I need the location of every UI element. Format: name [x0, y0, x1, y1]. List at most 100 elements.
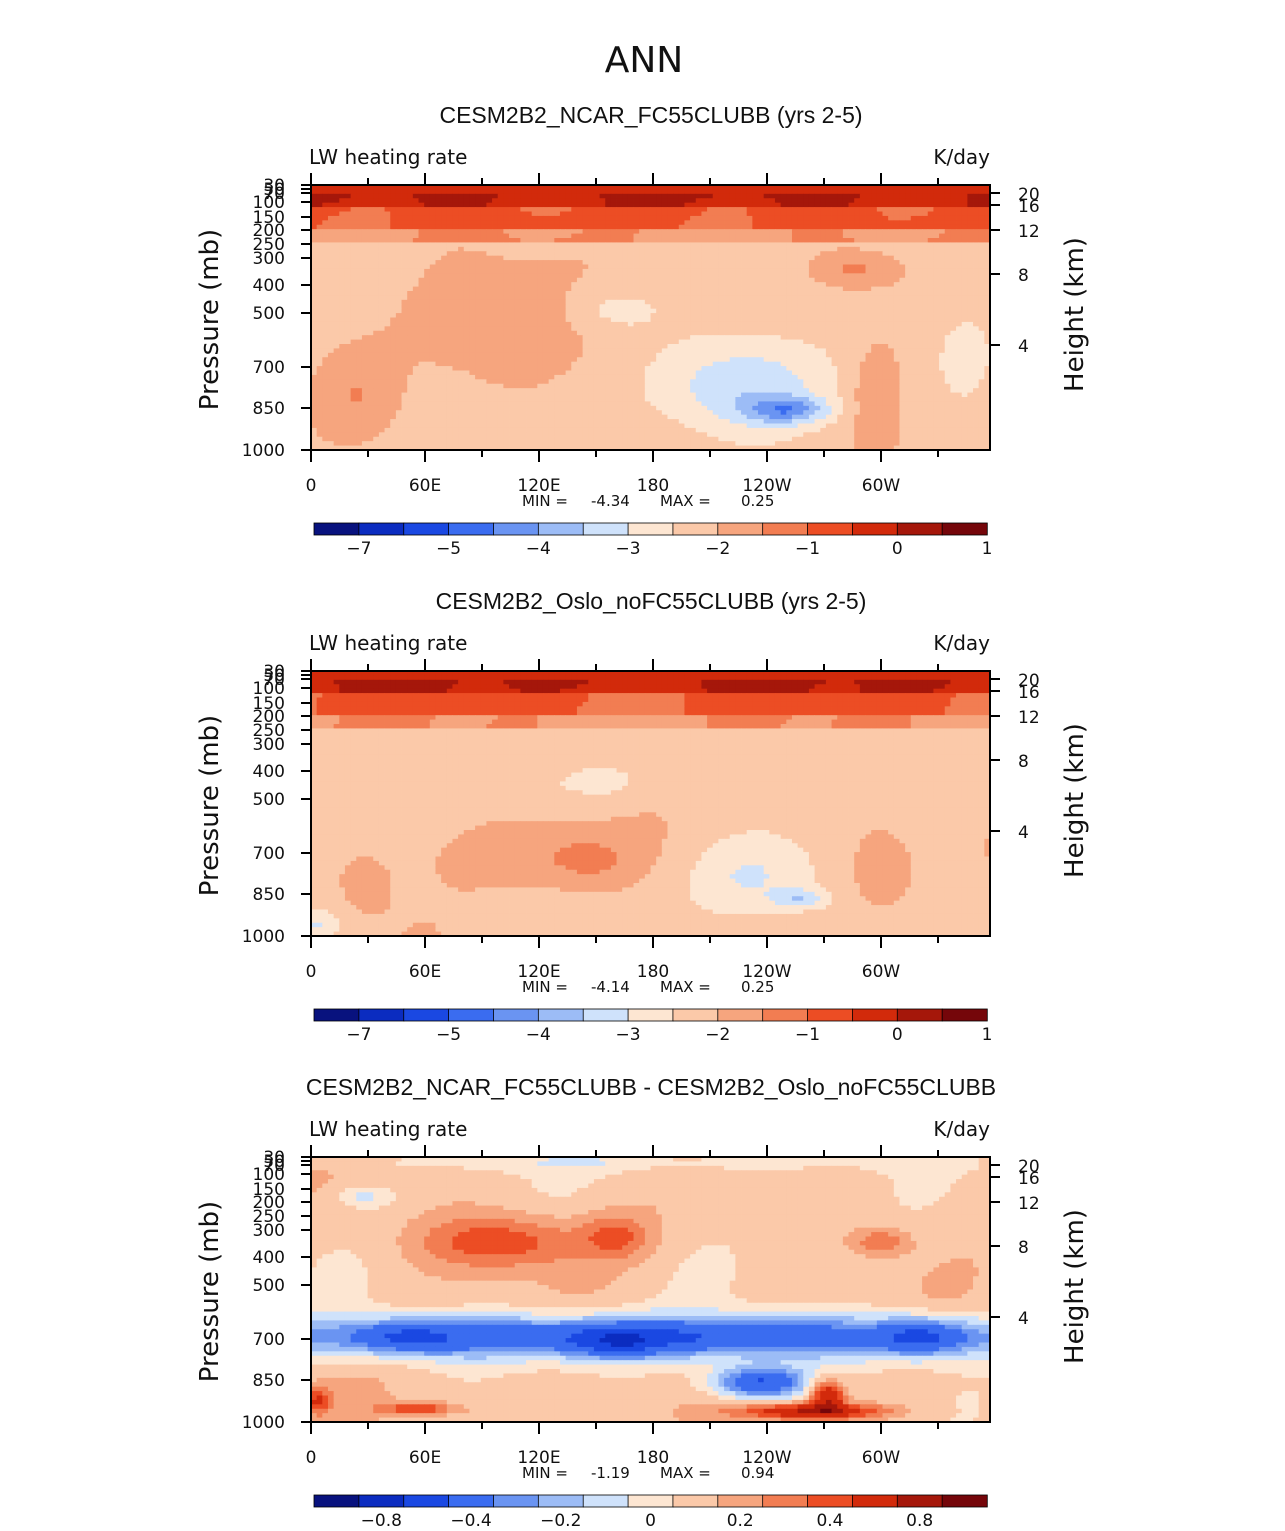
contour-cell	[367, 251, 374, 257]
contour-cell	[837, 207, 844, 212]
contour-cell	[311, 260, 318, 265]
contour-cell	[327, 211, 335, 217]
contour-cell	[593, 189, 600, 195]
contour-cell	[820, 229, 827, 234]
contour-cell	[576, 335, 583, 340]
contour-cell	[673, 185, 680, 190]
contour-cell	[786, 304, 793, 310]
contour-cell	[542, 207, 550, 212]
contour-cell	[622, 185, 629, 190]
contour-cell	[356, 264, 363, 270]
contour-cell	[741, 268, 748, 274]
contour-cell	[627, 335, 634, 340]
contour-cell	[905, 238, 912, 243]
contour-cell	[701, 255, 708, 261]
contour-cell	[746, 277, 753, 283]
contour-cell	[922, 189, 929, 195]
contour-cell	[497, 202, 504, 208]
contour-cell	[542, 326, 550, 332]
contour-cell	[593, 268, 600, 274]
contour-cell	[554, 286, 561, 292]
contour-cell	[627, 211, 634, 217]
contour-cell	[514, 361, 521, 367]
contour-cell	[412, 339, 419, 345]
contour-cell	[542, 295, 550, 301]
contour-cell	[311, 330, 318, 336]
contour-cell	[820, 224, 827, 230]
contour-cell	[905, 229, 912, 234]
contour-cell	[803, 246, 810, 252]
contour-cell	[724, 308, 731, 314]
contour-cell	[627, 321, 634, 327]
contour-cell	[973, 277, 980, 283]
contour-cell	[899, 260, 906, 265]
contour-cell	[910, 282, 917, 287]
contour-cell	[967, 348, 974, 354]
contour-cell	[593, 308, 600, 314]
contour-cell	[656, 352, 663, 358]
contour-cell	[718, 304, 725, 310]
contour-cell	[984, 330, 991, 336]
contour-cell	[339, 220, 346, 226]
contour-cell	[729, 339, 736, 345]
contour-cell	[978, 357, 985, 363]
contour-cell	[622, 286, 629, 292]
contour-cell	[435, 304, 442, 310]
contour-cell	[763, 202, 770, 208]
contour-cell	[707, 352, 714, 358]
contour-cell	[452, 255, 459, 261]
contour-cell	[701, 251, 708, 257]
contour-cell	[593, 313, 600, 318]
contour-cell	[407, 277, 414, 283]
contour-cell	[893, 251, 900, 257]
contour-cell	[859, 344, 866, 349]
contour-cell	[435, 357, 442, 363]
contour-cell	[548, 260, 555, 265]
contour-cell	[724, 207, 731, 212]
contour-cell	[910, 339, 917, 345]
contour-cell	[639, 277, 646, 283]
contour-cell	[559, 330, 567, 336]
contour-cell	[429, 286, 436, 292]
contour-cell	[780, 313, 787, 318]
contour-cell	[956, 220, 963, 226]
contour-cell	[582, 348, 589, 354]
contour-cell	[967, 277, 974, 283]
contour-cell	[401, 273, 408, 279]
contour-cell	[497, 268, 504, 274]
contour-cell	[412, 352, 419, 358]
contour-cell	[344, 211, 352, 217]
contour-cell	[469, 352, 476, 358]
contour-cell	[905, 268, 912, 274]
contour-cell	[339, 215, 346, 221]
contour-cell	[497, 348, 504, 354]
contour-cell	[503, 291, 510, 296]
contour-cell	[735, 224, 742, 230]
contour-cell	[667, 295, 674, 301]
contour-cell	[690, 264, 697, 270]
contour-cell	[407, 317, 414, 323]
contour-cell	[378, 233, 385, 239]
contour-cell	[673, 299, 680, 305]
contour-cell	[741, 246, 748, 252]
contour-cell	[520, 246, 527, 252]
contour-cell	[356, 299, 363, 305]
contour-cell	[718, 277, 725, 283]
contour-cell	[627, 295, 634, 301]
contour-cell	[673, 264, 680, 270]
contour-cell	[854, 251, 861, 257]
contour-cell	[905, 273, 912, 279]
contour-cell	[865, 299, 872, 305]
contour-cell	[480, 357, 487, 363]
contour-cell	[978, 321, 985, 327]
contour-cell	[390, 339, 397, 345]
contour-cell	[865, 291, 872, 296]
contour-cell	[729, 326, 736, 332]
contour-cell	[791, 308, 799, 314]
contour-cell	[910, 268, 917, 274]
contour-cell	[429, 233, 436, 239]
contour-cell	[452, 202, 459, 208]
contour-cell	[633, 189, 640, 195]
contour-cell	[961, 321, 968, 327]
contour-cell	[407, 339, 414, 345]
